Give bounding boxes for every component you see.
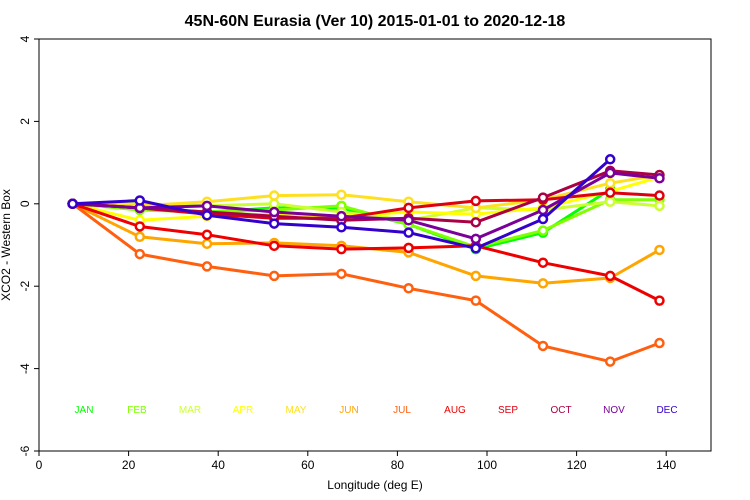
data-point [604, 270, 616, 282]
data-point [268, 206, 280, 218]
legend-item-oct: OCT [550, 405, 571, 416]
x-tick-label: 40 [212, 458, 226, 472]
y-tick-label: -6 [18, 445, 32, 456]
data-point [654, 244, 665, 256]
data-point [134, 221, 146, 232]
legend-item-jan: JAN [75, 405, 94, 416]
data-point [268, 190, 280, 201]
x-tick-label: 120 [567, 458, 587, 472]
data-point [470, 295, 482, 306]
y-tick-label: -2 [18, 281, 32, 292]
data-point [134, 248, 146, 260]
data-point [604, 356, 616, 367]
plot-area: 0 20 40 60 80 100 120 140 -6 -4 -2 0 2 4 JAN FEB MAR APR M… [18, 35, 712, 472]
x-tick-label: 60 [301, 458, 315, 472]
data-point [604, 154, 616, 165]
data-point [403, 227, 414, 238]
data-point [336, 210, 347, 222]
legend-item-mar: MAR [179, 405, 201, 416]
data-point [604, 177, 616, 189]
y-tick-label: 2 [18, 118, 32, 125]
data-point [654, 200, 665, 212]
data-point [604, 196, 616, 207]
data-point [470, 217, 482, 228]
data-point [268, 270, 280, 282]
plot-frame [38, 38, 712, 452]
data-point [403, 283, 414, 294]
data-point [201, 261, 213, 272]
data-point [268, 198, 280, 210]
y-tick-label: 0 [18, 200, 32, 207]
data-point [134, 195, 146, 206]
x-axis-label: Longitude (deg E) [327, 478, 422, 492]
data-point [268, 240, 280, 252]
data-point [470, 270, 482, 282]
data-point [537, 340, 549, 352]
data-point [654, 295, 665, 306]
series-dec [67, 154, 616, 254]
data-point [201, 238, 213, 250]
data-point [470, 243, 482, 254]
data-point [537, 257, 549, 268]
data-point [403, 242, 414, 254]
data-point [403, 202, 414, 214]
x-tick-label: 20 [122, 458, 136, 472]
data-point [201, 229, 213, 240]
series-line [72, 202, 661, 302]
data-point [201, 200, 213, 212]
data-point [336, 243, 347, 255]
data-point [537, 278, 549, 289]
data-point [654, 190, 665, 201]
legend-item-apr: APR [233, 405, 254, 416]
legend-item-may: MAY [286, 405, 307, 416]
legend-item-jun: JUN [339, 405, 358, 416]
data-point [537, 213, 549, 225]
legend-item-dec: DEC [656, 405, 677, 416]
legend-item-nov: NOV [603, 405, 625, 416]
x-tick-label: 140 [656, 458, 676, 472]
data-point [604, 187, 616, 198]
series-line [71, 202, 661, 364]
chart-title: 45N-60N Eurasia (Ver 10) 2015-01-01 to 2… [185, 13, 566, 30]
data-point [654, 173, 665, 184]
legend-item-sep: SEP [498, 405, 518, 416]
data-point [403, 215, 414, 226]
data-point [201, 210, 213, 221]
x-tick-label: 100 [477, 458, 497, 472]
y-axis-label: XCO2 - Western Box [0, 189, 13, 301]
data-point [537, 225, 549, 236]
data-point [336, 189, 347, 200]
data-point [537, 204, 549, 216]
legend-item-jul: JUL [393, 405, 411, 416]
data-point [537, 192, 549, 203]
data-point [268, 218, 280, 229]
data-point [470, 195, 482, 207]
data-point [67, 198, 78, 210]
x-tick-label: 0 [36, 458, 43, 472]
data-point [134, 231, 146, 243]
y-tick-label: 4 [18, 35, 32, 42]
legend-item-feb: FEB [127, 405, 147, 416]
data-point [654, 337, 665, 349]
data-point [604, 167, 616, 179]
data-point [470, 233, 482, 245]
data-point [336, 222, 347, 233]
y-tick-label: -4 [18, 363, 32, 374]
data-point [336, 268, 347, 280]
x-tick-label: 80 [391, 458, 405, 472]
series-jul [67, 198, 665, 367]
legend-item-aug: AUG [444, 405, 466, 416]
